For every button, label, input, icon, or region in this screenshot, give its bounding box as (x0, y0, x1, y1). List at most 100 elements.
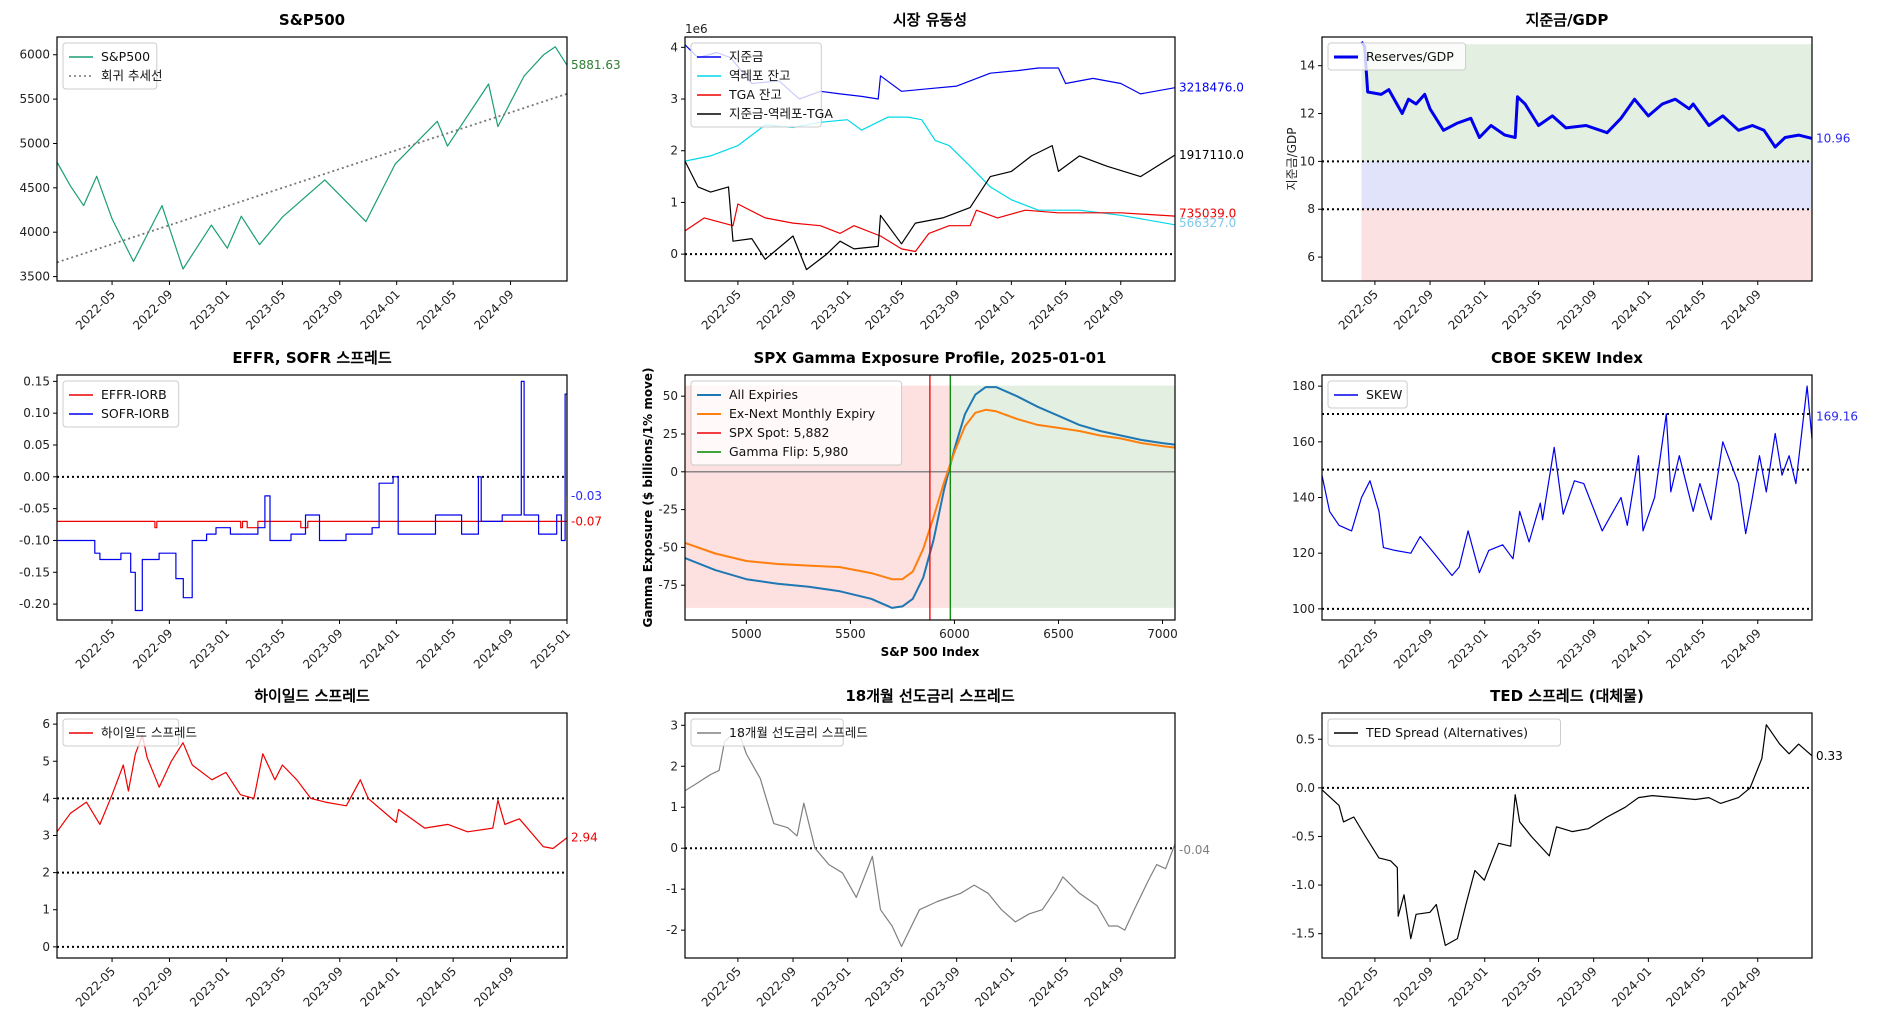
y-tick-label: -75 (658, 578, 678, 592)
x-tick-label: 2024-01 (357, 964, 402, 1009)
y-tick-label: -0.05 (19, 502, 50, 516)
legend: Reserves/GDP (1327, 42, 1467, 71)
legend-label: SKEW (1366, 387, 1402, 402)
y-tick-label: 1 (670, 195, 678, 209)
x-tick-label: 2024-05 (414, 626, 459, 671)
y-tick-label: 3500 (19, 270, 50, 284)
chart-fwd-spread: 18개월 선도금리 스프레드 -2 -1 0 1 2 3 2022-05 2022-09 2023… (640, 680, 1260, 1020)
x-tick-label: 2024-01 (1609, 287, 1654, 332)
y-tick-label: -1 (666, 882, 678, 896)
y-tick-label: 5 (42, 754, 50, 768)
x-tick-label: 2024-05 (1026, 287, 1071, 332)
x-tick-label: 2023-09 (301, 287, 346, 332)
y-tick-label: 4 (670, 40, 678, 54)
x-tick-label: 2023-01 (187, 964, 232, 1009)
series-line-18개월-선도금리-스프레드 (685, 728, 1175, 948)
x-tick-label: 2024-09 (1719, 626, 1764, 671)
y-tick-label: -0.15 (19, 565, 50, 579)
x-tick-label: 2022-09 (754, 287, 799, 332)
x-tick-label: 2023-09 (1554, 287, 1599, 332)
y-tick-label: 5000 (19, 136, 50, 150)
x-tick-label: 2024-09 (471, 964, 516, 1009)
x-tick-label: 2024-01 (1609, 964, 1654, 1009)
x-tick-label: 7000 (1147, 627, 1178, 641)
x-tick-label: 2023-05 (243, 287, 288, 332)
x-tick-label: 2023-01 (187, 626, 232, 671)
end-value-label: -0.04 (1179, 843, 1210, 857)
series-line-S&P500 (57, 46, 567, 270)
y-tick-label: 14 (1300, 59, 1315, 73)
x-tick-label: 2022-09 (1391, 287, 1436, 332)
legend-label: TGA 잔고 (728, 87, 782, 102)
y-axis-label: Gamma Exposure ($ billions/1% move) (641, 367, 655, 627)
plot-frame (684, 712, 1176, 959)
y-tick-label: 10 (1300, 154, 1315, 168)
legend: TED Spread (Alternatives) (1327, 718, 1561, 747)
x-tick-label: 2024-05 (1663, 287, 1708, 332)
legend: 하이일드 스프레드 (62, 718, 197, 747)
x-tick-label: 2022-09 (130, 287, 175, 332)
legend-box (1327, 718, 1561, 747)
legend-label: Gamma Flip: 5,980 (729, 444, 848, 459)
legend-box (690, 718, 844, 747)
x-tick-label: 2024-01 (972, 964, 1017, 1009)
series-line-하이일드-스프레드 (57, 734, 567, 850)
legend-label: SOFR-IORB (101, 406, 169, 421)
x-tick-label: 2023-01 (809, 287, 854, 332)
end-value-label: 10.96 (1816, 131, 1850, 145)
x-tick-label: 2025-01 (528, 626, 573, 671)
legend: S&P500 회귀 추세선 (62, 42, 162, 90)
x-tick-label: 2024-05 (1663, 964, 1708, 1009)
x-tick-label: 2024-01 (972, 287, 1017, 332)
legend-label: Ex-Next Monthly Expiry (729, 406, 876, 421)
x-tick-label: 2024-09 (1719, 287, 1764, 332)
x-tick-label: 2022-09 (130, 626, 175, 671)
y-tick-label: -50 (658, 540, 678, 554)
series-line-EFFR-IORB (57, 520, 567, 529)
x-tick-label: 5000 (731, 627, 762, 641)
shaded-region (950, 385, 1175, 608)
x-tick-label: 2023-01 (187, 287, 232, 332)
legend-box (62, 718, 180, 747)
legend-box (62, 380, 180, 428)
legend-box (690, 380, 903, 466)
x-tick-label: 5500 (835, 627, 866, 641)
x-tick-label: 2024-01 (357, 287, 402, 332)
x-tick-label: 2022-09 (754, 964, 799, 1009)
y-tick-label: 6 (42, 717, 50, 731)
plot-area (685, 728, 1175, 948)
x-tick-label: 2022-05 (699, 964, 744, 1009)
plot-frame (684, 36, 1176, 282)
plot-area (1322, 724, 1812, 946)
chart-title: EFFR, SOFR 스프레드 (232, 349, 391, 367)
end-value-label: 735039.0 (1179, 206, 1236, 220)
chart-reserves-gdp: 지준금/GDP 6 8 10 12 14 2022-05 2022-09 2023-01 2023… (1280, 0, 1900, 340)
x-tick-label: 6000 (939, 627, 970, 641)
end-value-label: 0.33 (1816, 749, 1843, 763)
y-tick-label: -25 (658, 503, 678, 517)
end-value-label: 2.94 (571, 831, 598, 845)
plot-area (57, 46, 567, 270)
y-tick-label: 2 (670, 144, 678, 158)
chart-title: 시장 유동성 (893, 11, 967, 29)
x-tick-label: 2023-05 (1499, 287, 1544, 332)
chart-title: CBOE SKEW Index (1491, 349, 1643, 367)
series-line-Reserves/GDP (1360, 40, 1812, 149)
y-tick-label: 160 (1292, 435, 1315, 449)
chart-high-yield: 하이일드 스프레드 0 1 2 3 4 5 6 2022-05 2022-09 2023-01 202… (0, 680, 620, 1020)
series-line-역레포-잔고 (685, 116, 1175, 226)
series-line-Ex-Next-Monthly-Expiry (685, 408, 1175, 581)
shaded-band (1361, 161, 1812, 210)
chart-title: 지준금/GDP (1526, 11, 1609, 29)
x-tick-label: 2022-09 (130, 964, 175, 1009)
x-tick-label: 2023-05 (243, 964, 288, 1009)
y-tick-label: 3 (670, 718, 678, 732)
x-tick-label: 2024-09 (1082, 964, 1127, 1009)
legend-label: 역레포 잔고 (729, 68, 790, 83)
y-tick-label: 5500 (19, 92, 50, 106)
y-tick-label: 2 (670, 759, 678, 773)
y-tick-label: 12 (1300, 107, 1315, 121)
